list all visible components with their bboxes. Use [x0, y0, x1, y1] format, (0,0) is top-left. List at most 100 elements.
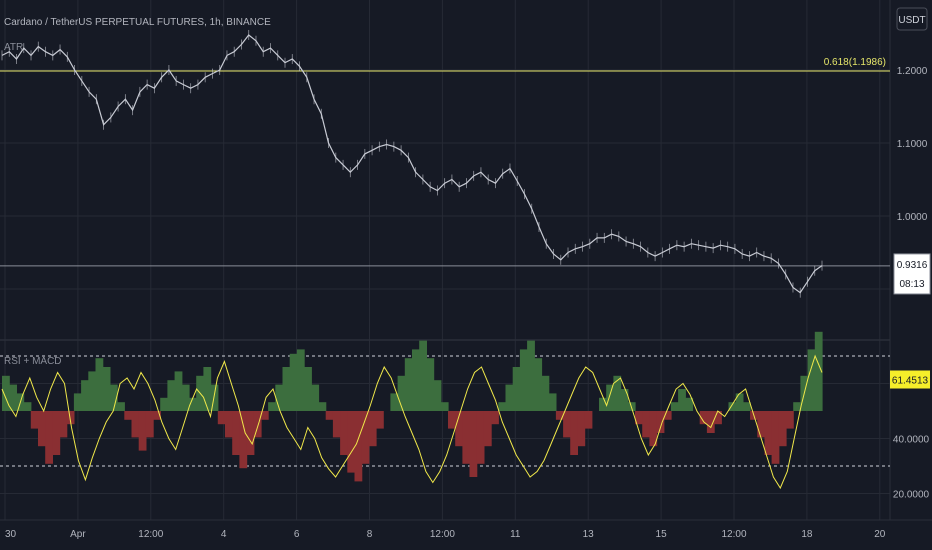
- histogram-bar: [30, 411, 39, 429]
- histogram-bar: [469, 411, 478, 477]
- histogram-bar: [368, 411, 377, 447]
- histogram-bar: [160, 397, 168, 411]
- histogram-bar: [23, 402, 32, 411]
- fib-level-label: 0.618(1.1986): [824, 57, 886, 68]
- indicator-rsi-macd-label[interactable]: RSI + MACD: [4, 356, 62, 367]
- histogram-bar: [225, 411, 233, 438]
- histogram-bar: [325, 411, 334, 420]
- price-series[interactable]: [1, 29, 823, 298]
- histogram-bar: [203, 367, 212, 411]
- histogram-bar: [296, 349, 305, 411]
- histogram-bar: [706, 411, 715, 433]
- histogram-bar: [361, 411, 370, 464]
- histogram-bar: [174, 371, 183, 411]
- histogram-bar: [81, 380, 89, 411]
- histogram-bar: [232, 411, 240, 455]
- histogram-bar: [527, 340, 535, 411]
- rsi-line[interactable]: [1, 354, 823, 490]
- time-tick-label: 20: [874, 529, 886, 540]
- histogram-bar: [764, 411, 773, 455]
- histogram-bar: [354, 411, 363, 482]
- histogram-bar: [2, 375, 10, 411]
- price-tick-label: 1.0000: [897, 212, 928, 223]
- time-tick-label: 12:00: [430, 529, 455, 540]
- histogram-bar: [483, 411, 492, 447]
- histogram-bar: [239, 411, 248, 469]
- histogram-bar: [275, 384, 284, 411]
- histogram-bar: [138, 411, 147, 451]
- histogram-bar: [167, 380, 176, 411]
- last-price-badge: [893, 253, 931, 295]
- histogram-bar: [268, 402, 276, 411]
- histogram-bar: [699, 411, 708, 425]
- grid-lines: [0, 0, 890, 520]
- time-tick-label: 11: [510, 529, 521, 540]
- indicator-atr-label[interactable]: ATR: [4, 42, 23, 53]
- price-tick-label: 1.1000: [897, 139, 928, 150]
- histogram-bar: [131, 411, 140, 438]
- histogram-bar: [714, 411, 722, 425]
- histogram-bar: [678, 389, 686, 411]
- histogram-bar: [73, 393, 82, 411]
- histogram-bar: [448, 411, 456, 429]
- histogram-bar: [757, 411, 766, 438]
- rsi-axis-ticks: 40.0000 20.0000: [893, 435, 930, 501]
- histogram-bar: [505, 384, 514, 411]
- histogram-bar: [433, 380, 442, 411]
- histogram-bar: [670, 402, 679, 411]
- histogram-bar: [311, 384, 320, 411]
- histogram-bar: [649, 411, 658, 447]
- histogram-bar: [742, 402, 751, 411]
- histogram-bar: [455, 411, 463, 447]
- histogram-bar: [440, 402, 449, 411]
- histogram-bar: [340, 411, 348, 455]
- histogram-bar: [807, 349, 816, 411]
- bar-countdown: 08:13: [899, 279, 924, 290]
- histogram-bar: [376, 411, 384, 429]
- histogram-bar: [491, 411, 499, 425]
- histogram-bar: [419, 340, 427, 411]
- histogram-bar: [814, 331, 823, 411]
- histogram-bar: [117, 402, 125, 411]
- histogram-bar: [318, 402, 327, 411]
- histogram-bar: [95, 358, 104, 411]
- histogram-bar: [397, 375, 406, 411]
- histogram-bar: [570, 411, 578, 455]
- price-line[interactable]: [1, 34, 823, 294]
- rsi-tick-label: 20.0000: [893, 490, 930, 501]
- currency-button-label[interactable]: USDT: [898, 15, 925, 26]
- time-tick-label: 4: [221, 529, 227, 540]
- histogram-bar: [462, 411, 471, 464]
- histogram-bar: [548, 393, 557, 411]
- macd-histogram: [2, 331, 823, 482]
- histogram-bar: [390, 393, 399, 411]
- histogram-bar: [519, 349, 528, 411]
- histogram-bar: [563, 411, 571, 438]
- currency-button[interactable]: [896, 7, 928, 31]
- histogram-bar: [282, 367, 291, 411]
- histogram-bar: [771, 411, 780, 464]
- histogram-bar: [735, 393, 744, 411]
- time-tick-label: 12:00: [138, 529, 163, 540]
- histogram-bar: [404, 358, 413, 411]
- histogram-bar: [210, 384, 219, 411]
- histogram-bar: [512, 367, 521, 411]
- time-tick-label: 6: [294, 529, 300, 540]
- histogram-bar: [304, 367, 312, 411]
- histogram-bar: [620, 389, 629, 411]
- histogram-bar: [153, 411, 161, 420]
- histogram-bar: [9, 384, 17, 411]
- chart-title: Cardano / TetherUS PERPETUAL FUTURES, 1h…: [4, 17, 271, 28]
- histogram-bar: [253, 411, 262, 438]
- histogram-bar: [778, 411, 787, 447]
- histogram-bar: [109, 384, 118, 411]
- time-tick-label: 30: [5, 529, 17, 540]
- histogram-bar: [38, 411, 46, 447]
- histogram-bar: [577, 411, 586, 447]
- histogram-bar: [189, 397, 197, 411]
- histogram-bar: [476, 411, 485, 464]
- rsi-series[interactable]: [1, 354, 823, 490]
- histogram-bar: [88, 371, 97, 411]
